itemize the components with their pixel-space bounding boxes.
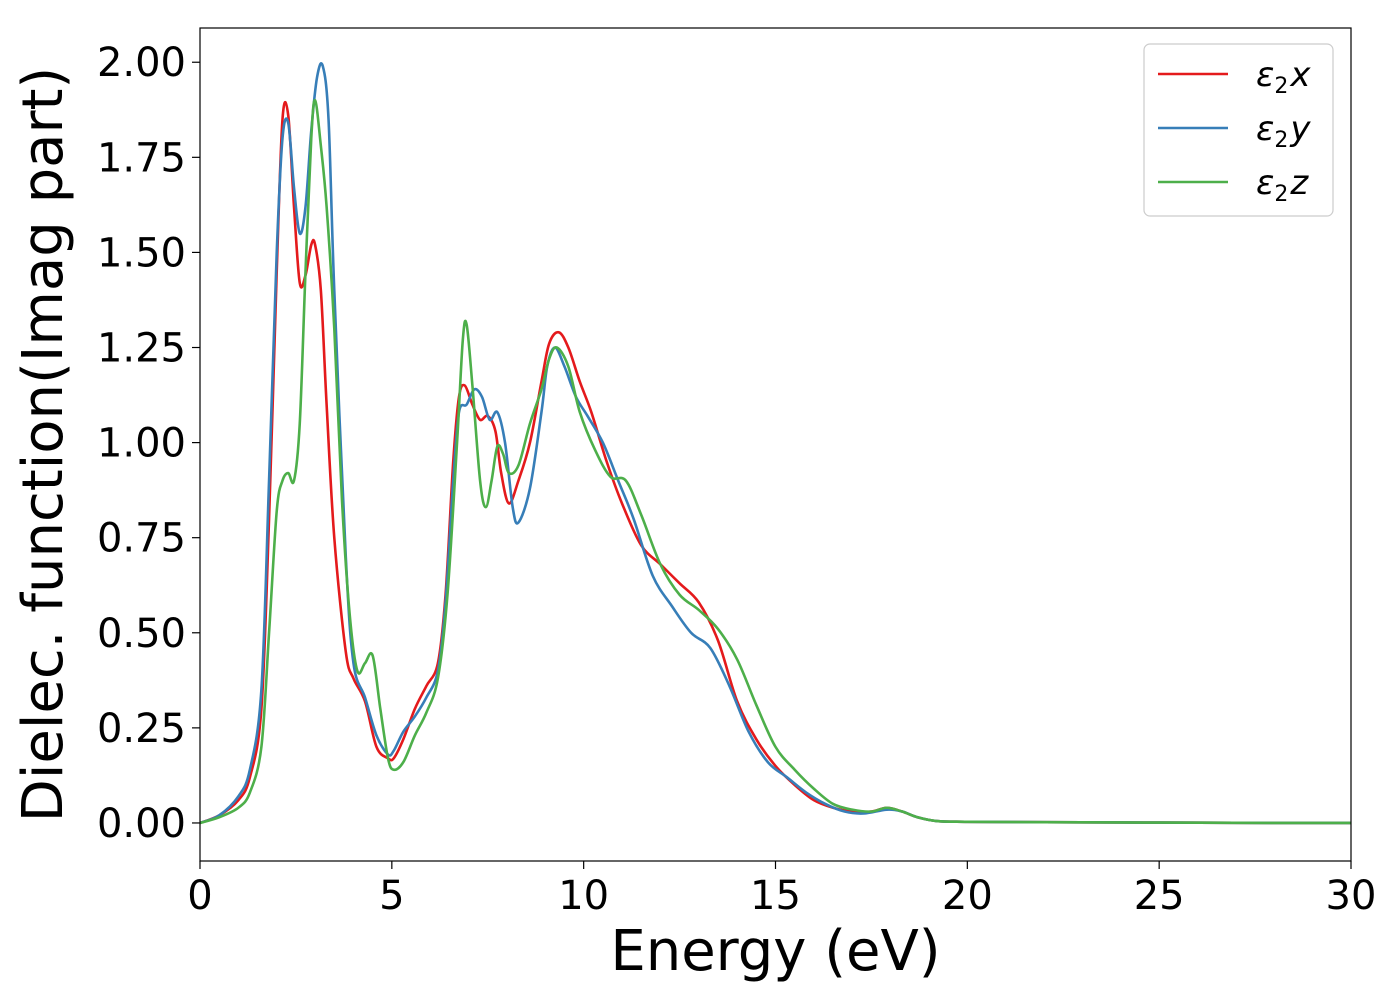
x-tick-label: 0 (187, 873, 212, 919)
y-tick-label: 0.75 (97, 516, 186, 562)
y-tick-label: 1.75 (97, 135, 186, 181)
y-tick-label: 0.00 (97, 801, 186, 847)
y-tick-label: 1.50 (97, 230, 186, 276)
y-tick-label: 1.00 (97, 421, 186, 467)
x-axis-label: Energy (eV) (610, 919, 940, 984)
y-axis: 0.00 0.25 0.50 0.75 1.00 1.25 1.50 1.75 2.00 (97, 40, 200, 847)
y-tick-label: 1.25 (97, 326, 186, 372)
legend-entry-z: ε2z (1256, 163, 1309, 207)
x-tick-label: 25 (1134, 873, 1185, 919)
legend-entry-y: ε2y (1256, 109, 1311, 153)
series-line-y (200, 62, 1351, 825)
y-tick-label: 2.00 (97, 40, 186, 86)
legend-box (1143, 43, 1334, 217)
x-tick-label: 5 (379, 873, 404, 919)
x-tick-label: 20 (942, 873, 993, 919)
series-layer (200, 62, 1351, 825)
y-tick-label: 0.50 (97, 611, 186, 657)
legend: ε2x ε2y ε2z (1143, 43, 1334, 217)
y-tick-label: 0.25 (97, 706, 186, 752)
x-tick-label: 10 (558, 873, 609, 919)
x-tick-label: 30 (1326, 873, 1377, 919)
x-tick-label: 15 (750, 873, 801, 919)
y-axis-label: Dielec. function(Imag part) (11, 67, 76, 823)
series-line-z (200, 98, 1351, 825)
x-axis: 0 5 10 15 20 25 30 (187, 861, 1376, 919)
legend-entry-x: ε2x (1256, 55, 1311, 99)
